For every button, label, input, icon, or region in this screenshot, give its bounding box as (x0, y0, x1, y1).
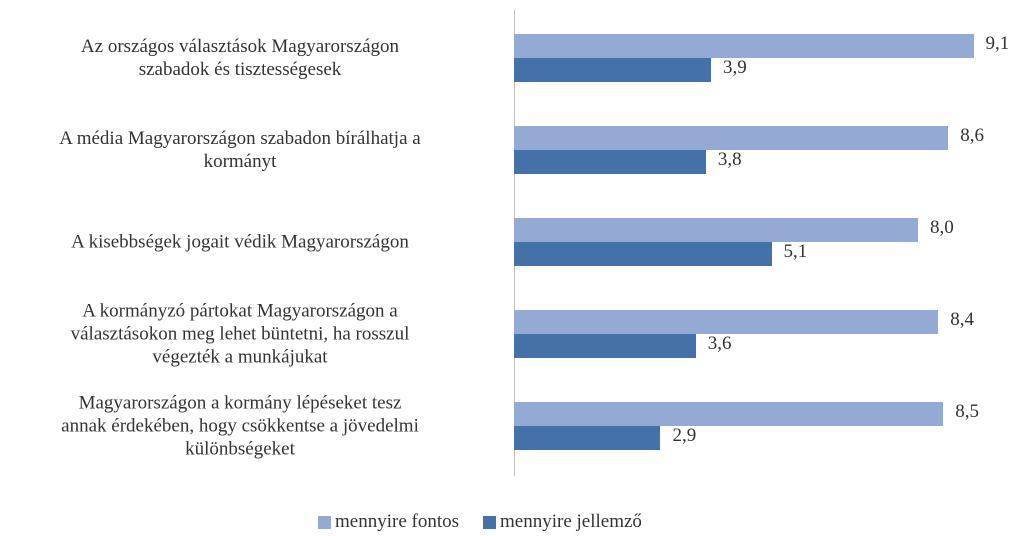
value-label: 5,1 (783, 241, 808, 262)
category-label: A média Magyarországon szabadon bírálhat… (59, 128, 421, 172)
category-label: A kormányzó pártokat Magyarországon a vá… (70, 300, 410, 368)
value-label: 9,1 (985, 33, 1010, 54)
bar (514, 58, 711, 82)
category-label: Az országos választások Magyarországon s… (80, 36, 400, 80)
value-label: 3,8 (717, 149, 742, 170)
category-label: A kisebbségek jogait védik Magyarországo… (71, 231, 409, 253)
value-label: 8,6 (960, 125, 985, 146)
value-label: 8,4 (950, 309, 974, 330)
value-label: 3,6 (707, 333, 732, 354)
value-label: 2,9 (672, 425, 697, 446)
bar (514, 150, 706, 174)
legend-swatch (318, 516, 331, 529)
bar (514, 402, 944, 426)
bar (514, 426, 661, 450)
bar (514, 218, 918, 242)
value-label: 8,5 (955, 401, 979, 422)
value-label: 8,0 (930, 217, 954, 238)
category-label: Magyarországon a kormány lépéseket tesz … (61, 392, 419, 460)
legend-swatch (483, 516, 497, 529)
legend-label: mennyire jellemző (500, 511, 642, 532)
bar (514, 34, 974, 58)
bar (514, 310, 939, 334)
bar (514, 242, 772, 266)
value-label: 3,9 (722, 57, 747, 78)
legend-label: mennyire fontos (335, 511, 460, 532)
bar (514, 334, 696, 358)
bar (514, 126, 949, 150)
